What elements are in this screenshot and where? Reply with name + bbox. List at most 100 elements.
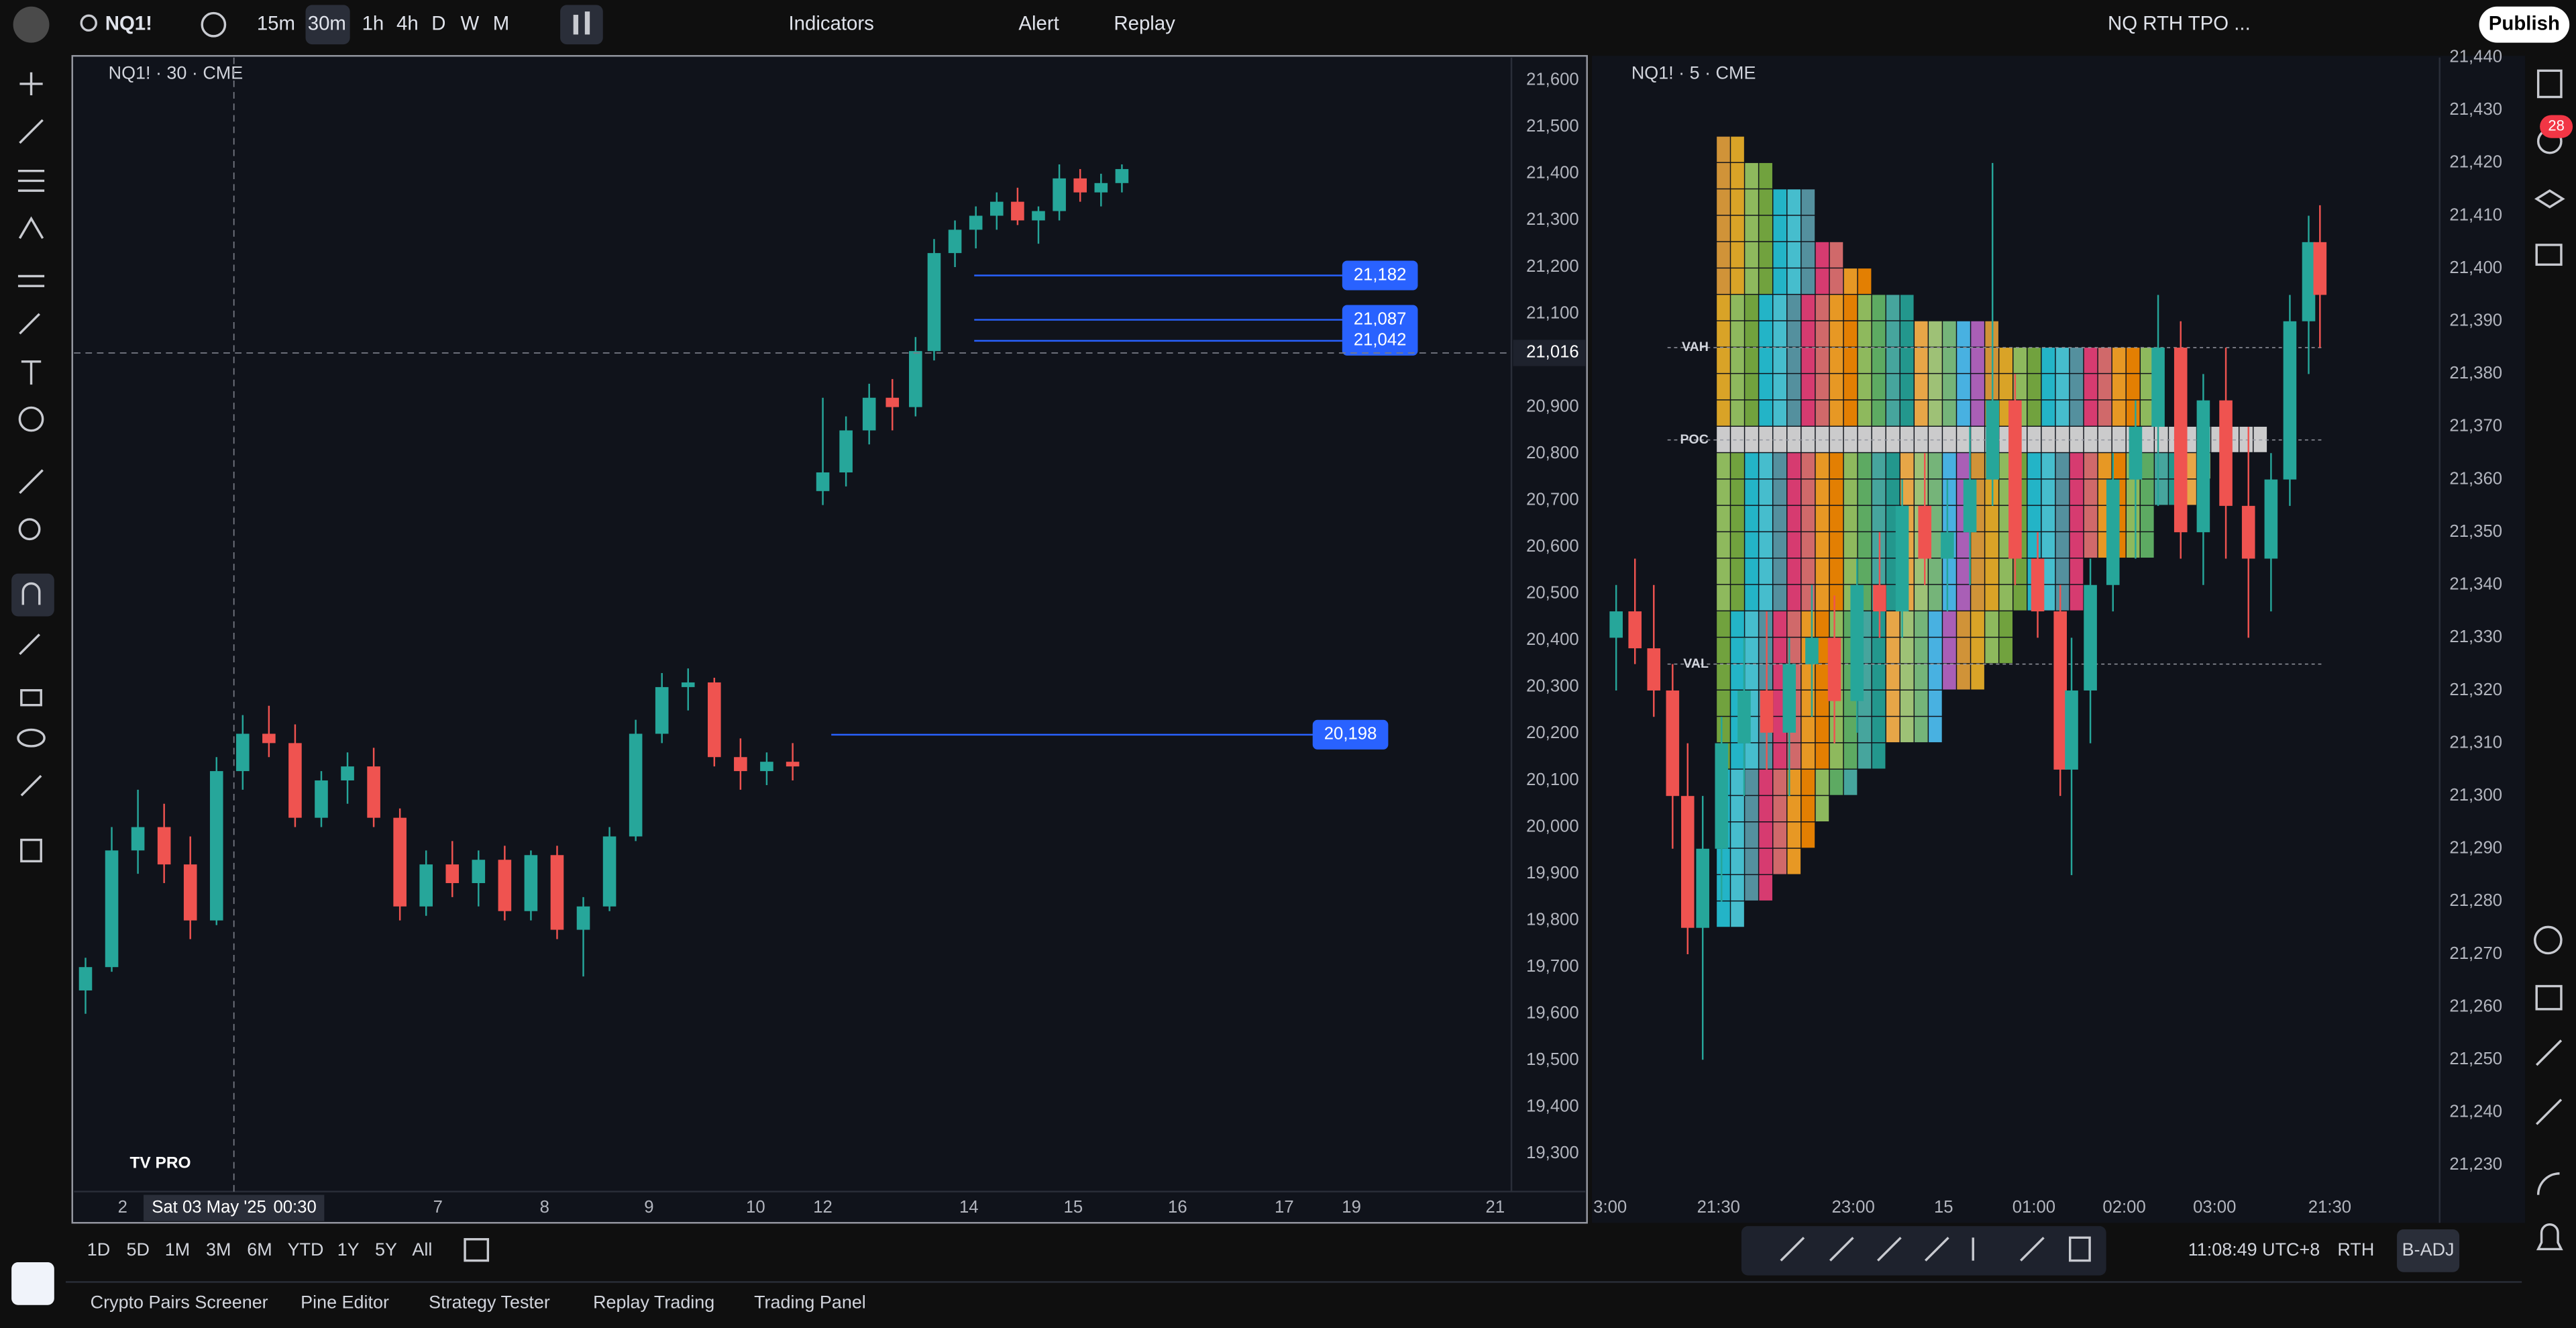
tab[interactable]: Strategy Tester xyxy=(429,1292,550,1312)
range-button[interactable]: 3M xyxy=(206,1239,231,1260)
cross-tool[interactable] xyxy=(19,72,43,96)
tpo-block xyxy=(1745,453,1758,479)
pine[interactable] xyxy=(2536,1099,2563,1125)
streams[interactable] xyxy=(2536,1172,2560,1195)
watchlist[interactable] xyxy=(2536,69,2563,99)
session[interactable]: RTH xyxy=(2337,1239,2374,1260)
tpo-block xyxy=(1815,664,1829,690)
add-symbol[interactable] xyxy=(201,11,227,38)
tpo-block xyxy=(1731,505,1744,531)
measure-tool[interactable] xyxy=(19,469,44,494)
tpo-block xyxy=(1717,453,1730,479)
tpo-block xyxy=(1759,453,1772,479)
trash-tool[interactable] xyxy=(20,838,42,863)
pencil-tool[interactable] xyxy=(19,633,40,656)
interval[interactable]: 30m xyxy=(308,13,346,35)
magnet-selected[interactable] xyxy=(11,573,54,617)
range-button[interactable]: 1M xyxy=(165,1239,190,1260)
tpo-block xyxy=(1815,479,1829,505)
range-button[interactable]: All xyxy=(412,1239,432,1260)
alert-button[interactable]: Alert xyxy=(1018,13,1059,35)
object-tree[interactable] xyxy=(2534,189,2565,209)
tpo-block xyxy=(1815,295,1829,321)
range-button[interactable]: 1Y xyxy=(337,1239,360,1260)
left-pane[interactable] xyxy=(71,55,1588,1224)
publish-button[interactable]: Publish xyxy=(2489,13,2560,35)
tpo-block xyxy=(1773,584,1787,611)
tpo-block xyxy=(1829,348,1843,373)
tpo-block xyxy=(2126,479,2140,505)
interval[interactable]: 4h xyxy=(396,13,419,35)
tpo-block xyxy=(2070,584,2084,611)
chats[interactable] xyxy=(2535,244,2563,266)
interval[interactable]: 1h xyxy=(362,13,384,35)
tab[interactable]: Crypto Pairs Screener xyxy=(91,1292,268,1312)
tpo-block xyxy=(1801,189,1815,215)
interval[interactable]: D xyxy=(431,13,445,35)
tpo-block xyxy=(2041,400,2055,426)
tpo-block xyxy=(1886,717,1900,743)
tpo-block xyxy=(1815,717,1829,743)
tpo-block xyxy=(1759,558,1772,584)
publish-bg[interactable] xyxy=(2479,6,2570,43)
tpo-block xyxy=(1745,875,1758,901)
favorites[interactable] xyxy=(11,1262,54,1305)
tpo-block xyxy=(1815,505,1829,531)
tpo-block xyxy=(1731,453,1744,479)
tpo-block xyxy=(1801,479,1815,505)
tpo-block xyxy=(2041,426,2055,452)
tpo-block xyxy=(1787,584,1801,611)
range-button[interactable]: 6M xyxy=(247,1239,272,1260)
link-tool[interactable] xyxy=(20,774,42,797)
tab[interactable]: Trading Panel xyxy=(754,1292,866,1312)
calendar[interactable] xyxy=(2535,984,2563,1011)
y-tick-label: 19,300 xyxy=(1526,1143,1579,1162)
icon-tool[interactable] xyxy=(18,406,44,432)
brush-tool[interactable] xyxy=(19,313,40,335)
zoom-tool[interactable] xyxy=(18,518,41,541)
avatar[interactable] xyxy=(13,6,50,43)
forecast-tool[interactable] xyxy=(17,274,45,287)
interval[interactable]: 15m xyxy=(257,13,295,35)
range-button[interactable]: YTD xyxy=(288,1239,324,1260)
candle-body xyxy=(2241,505,2255,559)
targets[interactable] xyxy=(2534,925,2563,955)
goto-date[interactable] xyxy=(464,1238,490,1262)
drawing-tools[interactable] xyxy=(1780,1236,2091,1262)
tpo-block xyxy=(2013,584,2027,611)
candle-body xyxy=(1666,690,1680,797)
tpo-block xyxy=(1745,848,1758,874)
ideas[interactable] xyxy=(2536,1039,2563,1066)
replay-button[interactable]: Replay xyxy=(1114,13,1175,35)
adjust[interactable]: B-ADJ xyxy=(2402,1239,2455,1260)
chart-type-selected[interactable] xyxy=(560,5,603,45)
tpo-block xyxy=(1717,479,1730,505)
layout-name[interactable]: NQ RTH TPO ... xyxy=(2108,13,2251,35)
lock-tool[interactable] xyxy=(20,688,42,707)
candle-body xyxy=(969,215,983,230)
text-tool[interactable] xyxy=(21,360,42,385)
tpo-block xyxy=(1731,400,1744,426)
x-tick-label: 2 xyxy=(118,1198,127,1217)
tab[interactable]: Replay Trading xyxy=(593,1292,714,1312)
notifications[interactable] xyxy=(2536,1223,2563,1251)
tpo-block xyxy=(2141,348,2154,373)
interval[interactable]: M xyxy=(493,13,509,35)
tpo-block xyxy=(1829,242,1843,268)
range-button[interactable]: 5D xyxy=(126,1239,149,1260)
trend-tool[interactable] xyxy=(19,119,44,144)
eye-tool[interactable] xyxy=(17,728,46,748)
range-button[interactable]: 5Y xyxy=(375,1239,397,1260)
symbol[interactable]: NQ1! xyxy=(105,13,152,35)
indicators-button[interactable]: Indicators xyxy=(789,13,874,35)
adjust-bg[interactable] xyxy=(2397,1229,2460,1272)
fib-tool[interactable] xyxy=(17,170,45,192)
range-button[interactable]: 1D xyxy=(87,1239,110,1260)
tpo-block xyxy=(1731,479,1744,505)
interval[interactable]: W xyxy=(461,13,480,35)
tpo-block xyxy=(1731,743,1744,769)
tpo-block xyxy=(1773,215,1787,242)
tab[interactable]: Pine Editor xyxy=(301,1292,389,1312)
tpo-block xyxy=(2055,348,2070,373)
pattern-tool[interactable] xyxy=(18,216,44,240)
